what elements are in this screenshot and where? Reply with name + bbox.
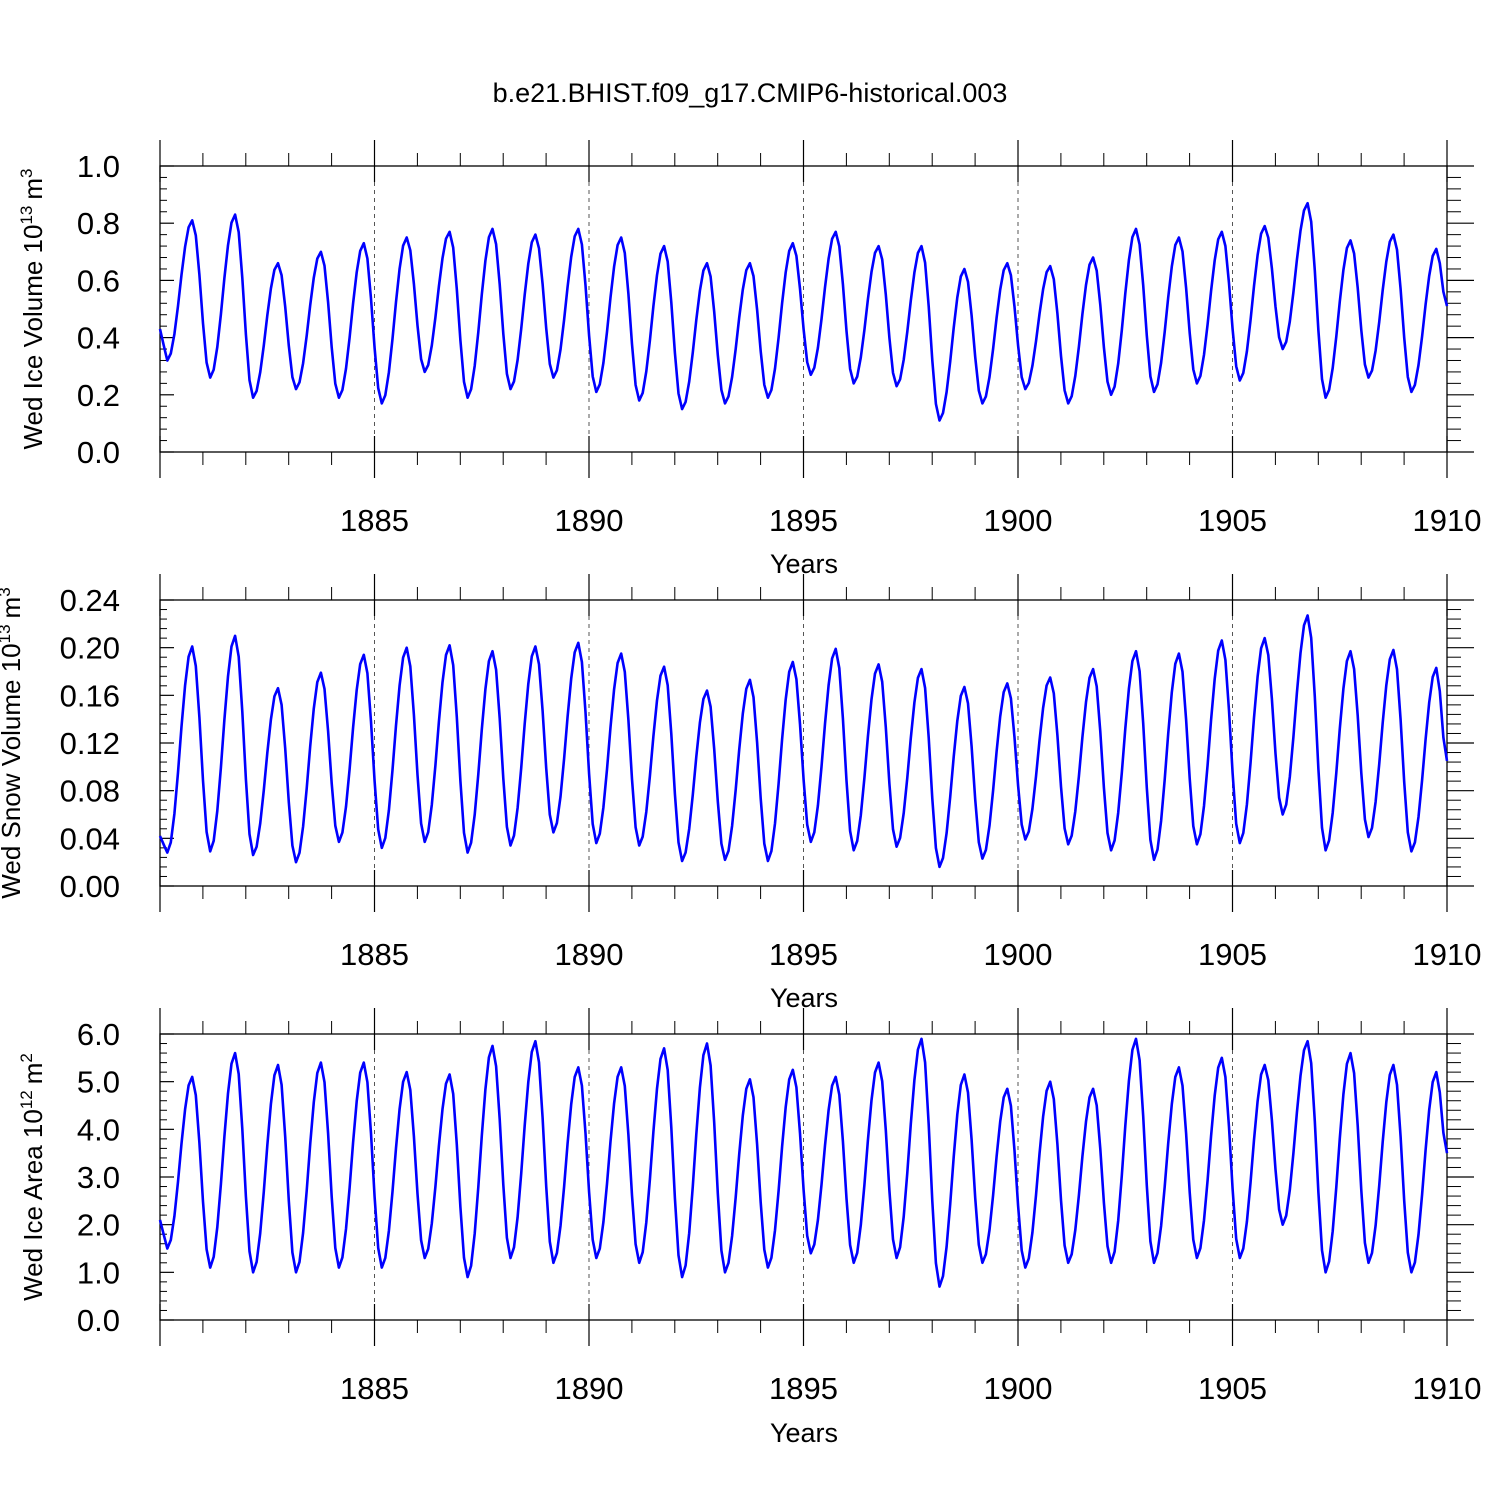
y-tick-label: 0.2	[77, 378, 120, 413]
y-tick-label: 0.6	[77, 263, 120, 298]
x-tick-label: 1910	[1413, 937, 1482, 972]
y-tick-label: 0.04	[60, 821, 120, 856]
y-tick-label: 1.0	[77, 1255, 120, 1290]
x-tick-label: 1905	[1198, 1371, 1267, 1406]
x-tick-label: 1905	[1198, 503, 1267, 538]
y-tick-label: 6.0	[77, 1017, 120, 1052]
x-tick-label: 1885	[340, 1371, 409, 1406]
x-tick-label: 1890	[555, 1371, 624, 1406]
y-tick-label: 1.0	[77, 149, 120, 184]
chart-title: b.e21.BHIST.f09_g17.CMIP6-historical.003	[493, 78, 1008, 108]
y-axis-label-unit: m	[18, 1063, 48, 1085]
y-tick-label: 4.0	[77, 1112, 120, 1147]
y-axis-label-unit: m	[18, 178, 48, 200]
x-tick-label: 1910	[1413, 503, 1482, 538]
series-line	[158, 614, 1449, 869]
y-axis-label-text: Wed Ice Area 10	[18, 1109, 48, 1301]
x-tick-label: 1900	[984, 1371, 1053, 1406]
y-axis-label-unit-exponent: 3	[0, 587, 14, 596]
x-tick-label: 1885	[340, 937, 409, 972]
y-tick-label: 0.08	[60, 774, 120, 809]
x-tick-label: 1900	[984, 937, 1053, 972]
y-axis-label-unit: m	[0, 597, 26, 619]
y-axis-label-text: Wed Snow Volume 10	[0, 643, 26, 898]
x-tick-label: 1900	[984, 503, 1053, 538]
y-axis-label-unit-exponent: 2	[17, 1053, 36, 1062]
y-axis-label: Wed Snow Volume 1013 m3	[0, 587, 26, 898]
y-tick-label: 0.16	[60, 678, 120, 713]
x-tick-label: 1890	[555, 937, 624, 972]
y-tick-label: 0.20	[60, 631, 120, 666]
panel-ice-area: Wed Ice Area 1012 m2 Years 0.0 1.0 2.0 3.0 4.…	[17, 1008, 1481, 1448]
y-tick-label: 2.0	[77, 1208, 120, 1243]
plot-frame	[159, 599, 1448, 887]
y-tick-label: 0.00	[60, 869, 120, 904]
x-tick-label: 1905	[1198, 937, 1267, 972]
y-tick-label: 0.8	[77, 206, 120, 241]
series-line	[158, 201, 1449, 422]
y-tick-label: 0.4	[77, 321, 120, 356]
series-line	[158, 1037, 1449, 1288]
y-tick-label: 0.24	[60, 583, 120, 618]
x-tick-label: 1895	[769, 937, 838, 972]
x-tick-label: 1885	[340, 503, 409, 538]
panel-ice-volume: Wed Ice Volume 1013m3 Years 0.00.20.40.6…	[17, 140, 1481, 579]
y-axis-label-exponent: 13	[0, 624, 14, 643]
x-tick-label: 1895	[769, 1371, 838, 1406]
x-tick-label: 1910	[1413, 1371, 1482, 1406]
y-axis-label: Wed Ice Area 1012 m2	[17, 1053, 48, 1301]
x-tick-label: 1895	[769, 503, 838, 538]
y-axis-label-exponent: 12	[17, 1090, 36, 1109]
y-axis-label-text: Wed Ice Volume 10	[18, 225, 48, 450]
y-tick-label: 0.12	[60, 726, 120, 761]
plot-frame	[159, 1033, 1448, 1321]
y-axis-label: Wed Ice Volume 1013 m3	[17, 168, 48, 449]
x-axis-label: Years	[770, 1418, 838, 1448]
y-tick-label: 5.0	[77, 1065, 120, 1100]
y-axis-label-unit-exponent: 3	[17, 168, 36, 177]
y-tick-label: 3.0	[77, 1160, 120, 1195]
y-axis-label-exponent: 13	[17, 206, 36, 225]
y-tick-label: 0.0	[77, 1303, 120, 1338]
plot-frame	[159, 165, 1448, 453]
panel-snow-volume: Wed Snow Volume 1013m3 Years 0.000.040.0…	[0, 574, 1481, 1013]
y-tick-label: 0.0	[77, 435, 120, 470]
x-tick-label: 1890	[555, 503, 624, 538]
